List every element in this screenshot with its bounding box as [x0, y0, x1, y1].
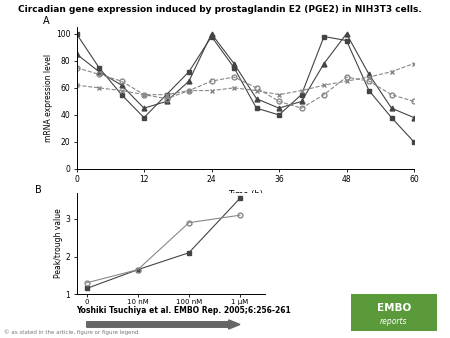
Text: Circadian gene expression induced by prostaglandin E2 (PGE2) in NIH3T3 cells.: Circadian gene expression induced by pro… — [18, 5, 422, 14]
Y-axis label: mRNA expression level: mRNA expression level — [44, 54, 53, 142]
Text: EMBO: EMBO — [377, 303, 411, 313]
Text: B: B — [35, 185, 42, 195]
X-axis label: Time (h): Time (h) — [228, 190, 263, 199]
FancyArrow shape — [87, 320, 240, 329]
Text: Yoshiki Tsuchiya et al. EMBO Rep. 2005;6:256-261: Yoshiki Tsuchiya et al. EMBO Rep. 2005;6… — [76, 306, 291, 315]
Y-axis label: Peak/trough value: Peak/trough value — [54, 209, 63, 278]
Text: reports: reports — [380, 317, 408, 327]
Text: A: A — [43, 16, 50, 26]
Text: © as stated in the article, figure or figure legend: © as stated in the article, figure or fi… — [4, 329, 139, 335]
